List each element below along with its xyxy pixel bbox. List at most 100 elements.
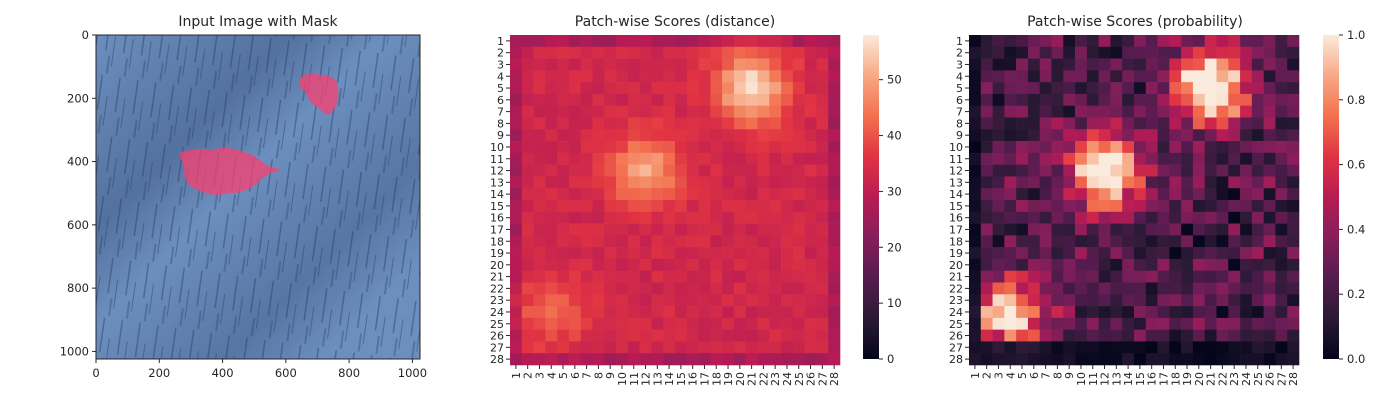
probability-cell [1157,223,1170,236]
distance-cell [651,341,664,354]
probability-cell [1145,164,1158,177]
probability-cell [980,35,993,48]
probability-cell [1027,58,1041,71]
probability-cell [1240,211,1253,224]
probability-cell [1287,282,1300,295]
distance-cell [545,35,558,48]
probability-cell [1275,353,1288,366]
distance-cell [592,105,605,118]
distance-cell [592,58,605,71]
distance-cell [757,35,770,48]
distance-cell [557,164,570,177]
probability-cell [1157,141,1170,154]
image-y-tick-label: 800 [67,281,89,295]
probability-cell [1110,93,1123,107]
probability-cell [980,258,993,272]
distance-cell [757,46,770,59]
image-x-tick-label: 400 [212,366,234,380]
probability-cell [1216,82,1229,95]
probability-cell [1204,117,1217,130]
probability-cell [1145,235,1158,248]
probability-cell [1098,141,1111,154]
probability-cell [1287,341,1300,354]
probability-cell [1122,235,1135,248]
probability-cell [992,176,1005,189]
distance-cell [580,247,593,260]
image-y-tick-label: 0 [82,28,89,42]
probability-cell [969,270,982,283]
distance-cell [568,317,582,330]
probability-cell [1039,247,1052,260]
distance-cell [828,176,841,189]
probability-cell [1240,282,1253,295]
probability-cell [1216,164,1229,177]
distance-cell [592,306,605,319]
distance-cell [686,200,699,213]
probability-cell [1086,306,1099,319]
probability-cell [1051,46,1064,59]
probability-cell [1063,105,1076,118]
distance-cell [568,294,582,307]
distance-cell [616,329,629,342]
distance-cell [592,223,605,236]
probability-cell [1228,353,1241,366]
probability-col-label: 19 [1181,372,1194,386]
probability-cell [1275,93,1288,107]
distance-cell [580,270,593,283]
probability-cell [1051,35,1064,48]
probability-cell [1051,176,1064,189]
distance-cell [757,282,770,295]
distance-cell [580,141,593,154]
distance-colorbar-tick-label: 50 [887,73,902,87]
probability-cell [1027,164,1041,177]
distance-cell [757,82,770,95]
probability-cell [1251,329,1264,342]
probability-row-label: 18 [949,235,963,248]
probability-cell [1287,211,1300,224]
probability-cell [1134,58,1147,71]
distance-cell [510,141,523,154]
distance-cell [745,93,758,107]
probability-cell [1275,70,1288,83]
probability-cell [969,258,982,272]
distance-cell [533,329,546,342]
distance-cell [639,129,652,142]
probability-cell [1251,341,1264,354]
distance-cell [510,35,523,48]
probability-cell [1275,258,1288,272]
probability-cell [1051,235,1064,248]
distance-cell [722,93,735,107]
distance-cell [663,58,676,71]
distance-cell [828,129,841,142]
probability-cell [1263,211,1276,224]
probability-cell [1134,329,1147,342]
distance-cell [722,329,735,342]
distance-cell [675,152,688,165]
distance-cell [828,93,841,107]
distance-cell [557,329,570,342]
distance-cell [533,258,546,272]
probability-cell [1204,258,1217,272]
distance-cell [722,46,735,59]
probability-cell [1216,211,1229,224]
probability-cell [1098,200,1111,213]
probability-cell [1169,188,1182,201]
distance-cell [804,46,817,59]
probability-cell [1251,164,1264,177]
distance-cell [580,129,593,142]
probability-cell [1204,188,1217,201]
probability-cell [1075,294,1088,307]
distance-cell [733,35,747,48]
probability-cell [1240,105,1253,118]
distance-cell [568,353,582,366]
distance-cell [792,317,805,330]
probability-cell [1228,93,1241,107]
probability-cell [1228,211,1241,224]
distance-cell [663,164,676,177]
distance-cell [627,258,640,272]
probability-cell [1134,306,1147,319]
probability-cell [1063,58,1076,71]
probability-cell [1134,270,1147,283]
probability-cell [1027,306,1041,319]
